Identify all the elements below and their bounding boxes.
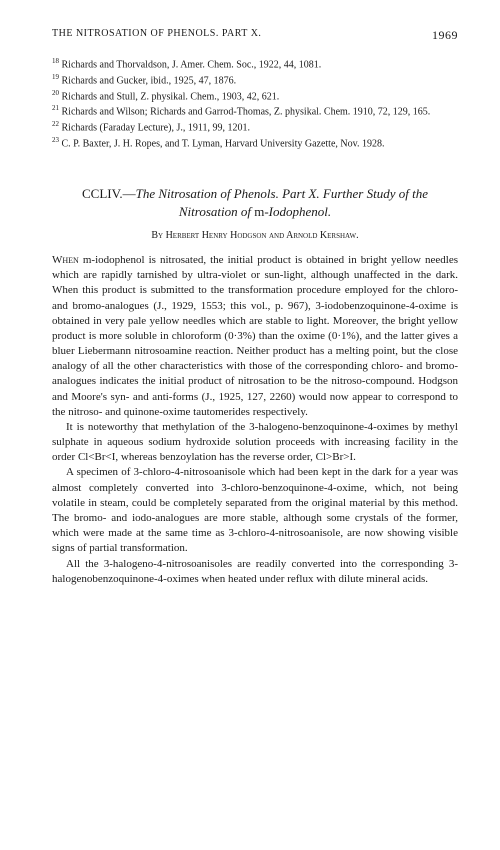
ref-text: Richards and Stull, Z. physikal. Chem., … [62,91,280,102]
ref-num: 22 [52,120,59,128]
reference-item: 22 Richards (Faraday Lecture), J., 1911,… [52,120,458,135]
dropcap-word: When [52,254,79,266]
body-text: When m-iodophenol is nitrosated, the ini… [52,253,458,587]
title-tail: -Iodophenol. [264,204,331,219]
reference-item: 20 Richards and Stull, Z. physikal. Chem… [52,89,458,104]
paragraph: A specimen of 3-chloro-4-nitrosoanisole … [52,465,458,556]
reference-item: 21 Richards and Wilson; Richards and Gar… [52,104,458,119]
running-head: THE NITROSATION OF PHENOLS. PART X. 1969 [52,28,458,43]
ref-num: 19 [52,73,59,81]
byline: By Herbert Henry Hodgson and Arnold Kers… [52,230,458,241]
page: THE NITROSATION OF PHENOLS. PART X. 1969… [0,0,500,607]
paragraph: All the 3-halogeno-4-nitrosoanisoles are… [52,557,458,587]
paragraph: It is noteworthy that methylation of the… [52,420,458,466]
ref-text: Richards and Wilson; Richards and Garrod… [62,107,431,118]
title-m: m [254,204,264,219]
references-block: 18 Richards and Thorvaldson, J. Amer. Ch… [52,57,458,151]
page-number: 1969 [432,28,458,43]
ref-num: 18 [52,57,59,65]
ref-num: 21 [52,104,59,112]
para-rest: m-iodophenol is nitrosated, the initial … [52,254,458,418]
ref-text: C. P. Baxter, J. H. Ropes, and T. Lyman,… [62,138,385,149]
reference-item: 23 C. P. Baxter, J. H. Ropes, and T. Lym… [52,136,458,151]
paragraph: When m-iodophenol is nitrosated, the ini… [52,253,458,420]
reference-item: 19 Richards and Gucker, ibid., 1925, 47,… [52,73,458,88]
reference-item: 18 Richards and Thorvaldson, J. Amer. Ch… [52,57,458,72]
article-title: CCLIV.—The Nitrosation of Phenols. Part … [60,185,450,220]
ref-text: Richards (Faraday Lecture), J., 1911, 99… [62,123,250,134]
title-number: CCLIV.— [82,186,136,201]
ref-num: 23 [52,136,59,144]
ref-text: Richards and Thorvaldson, J. Amer. Chem.… [62,59,322,70]
running-head-left: THE NITROSATION OF PHENOLS. PART X. [52,28,261,43]
ref-num: 20 [52,89,59,97]
ref-text: Richards and Gucker, ibid., 1925, 47, 18… [62,75,237,86]
